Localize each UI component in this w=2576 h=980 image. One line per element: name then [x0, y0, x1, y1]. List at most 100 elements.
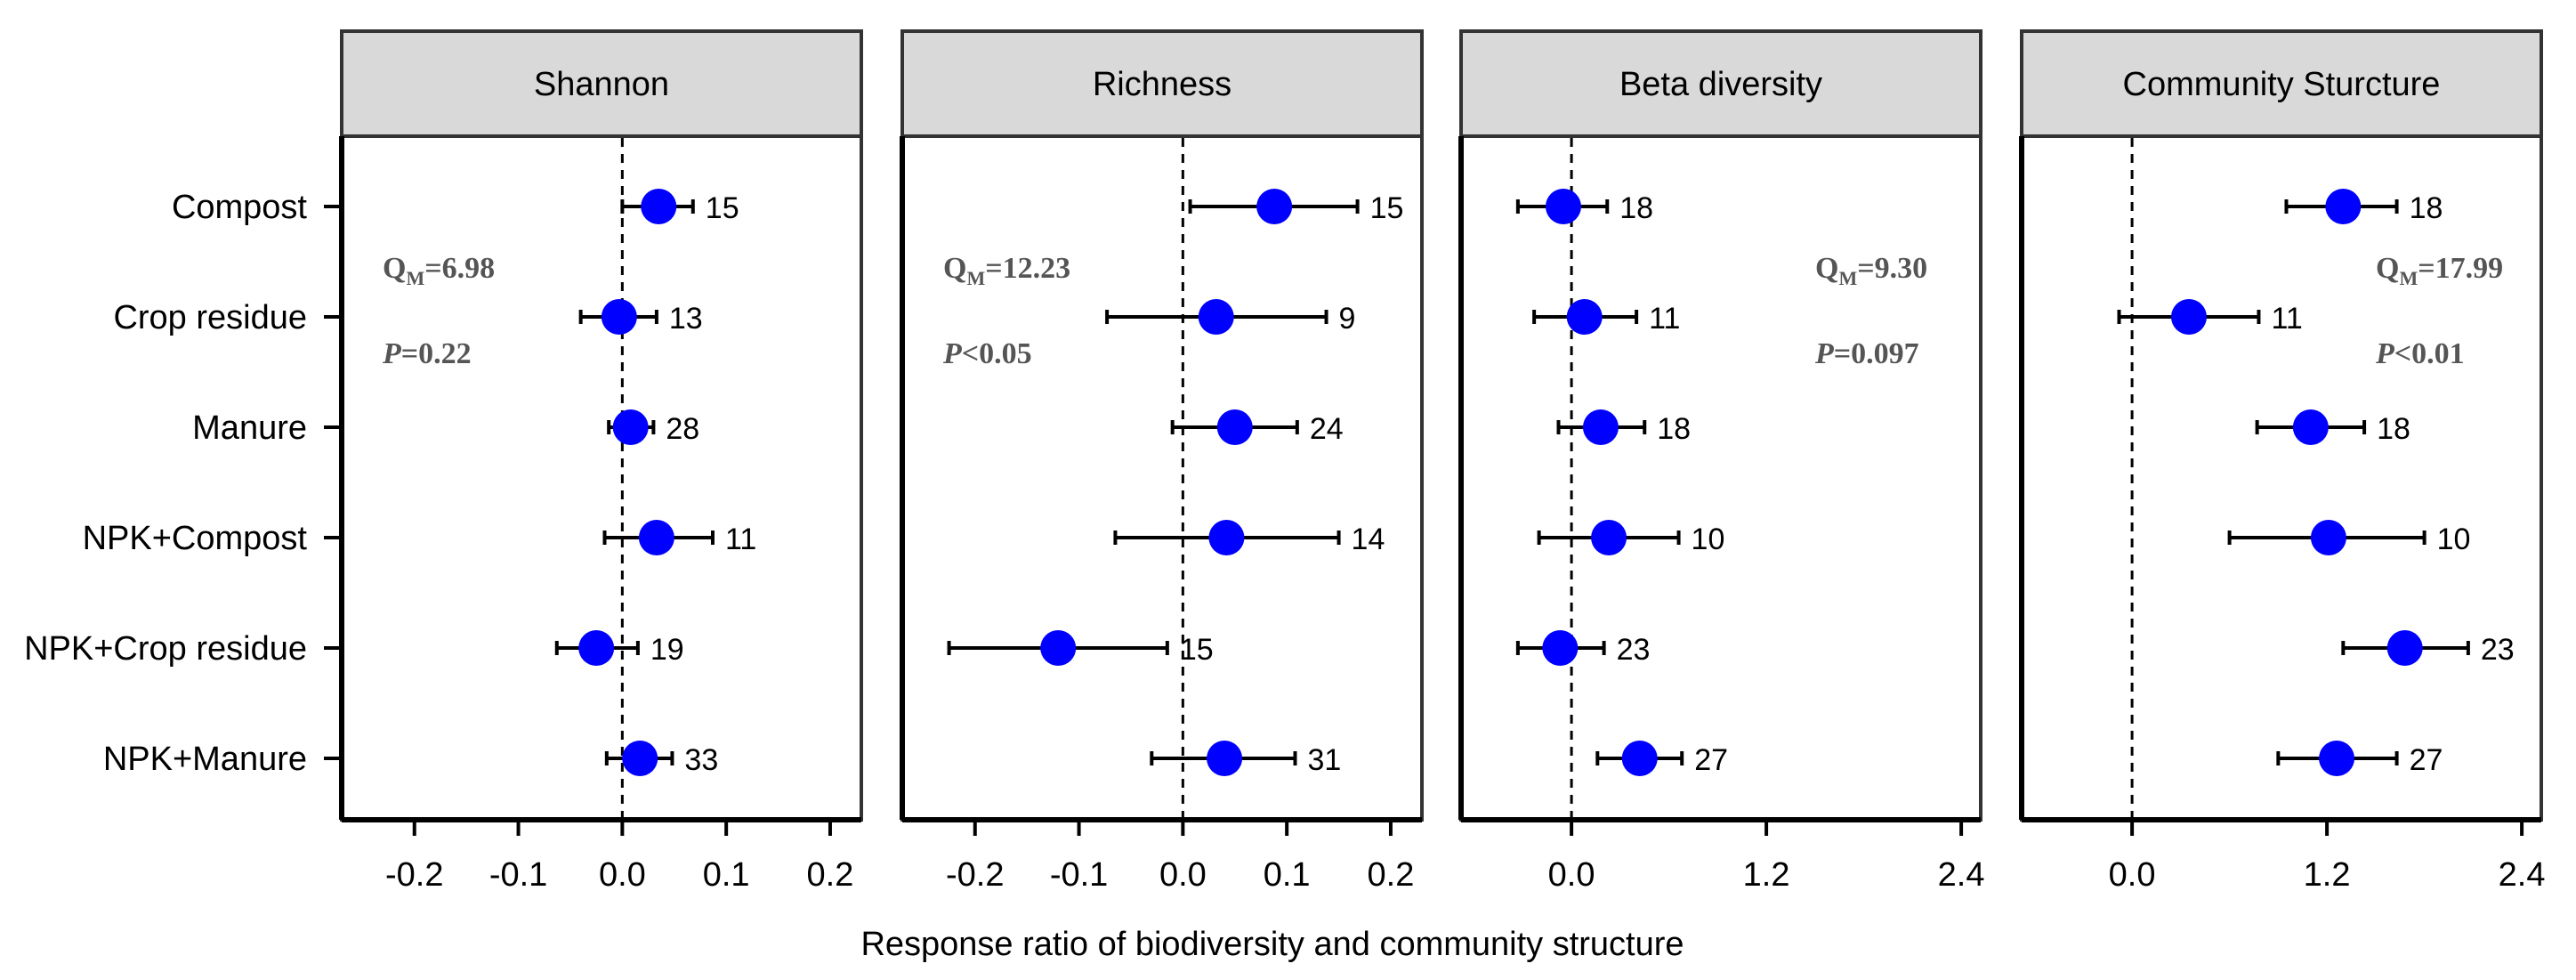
x-tick-label: 1.2 — [2304, 856, 2351, 894]
panels-group: Shannon -0.2 -0.1 0.0 0.1 0.2 15 13 28 11 19 33 QM=6… — [339, 29, 2546, 894]
point-group-crop-residue: 13 — [578, 299, 703, 336]
x-tick-label: -0.1 — [489, 856, 547, 894]
panel-title: Community Sturcture — [2123, 66, 2441, 103]
panel-strip — [900, 29, 1424, 138]
sample-size-label: 28 — [666, 412, 699, 446]
sample-size-label: 19 — [650, 633, 684, 667]
x-tick-label: 2.4 — [1938, 856, 1985, 894]
mean-point — [1208, 520, 1245, 555]
x-tick-label: -0.2 — [946, 856, 1004, 894]
panel-frame — [1459, 134, 1982, 822]
sample-size-label: 13 — [669, 302, 703, 336]
mean-point — [1545, 189, 1581, 224]
x-tick-label: 0.0 — [1159, 856, 1207, 894]
point-group-crop-residue: 11 — [2117, 299, 2303, 336]
panel-title: Shannon — [534, 66, 669, 103]
sample-size-label: 27 — [2410, 743, 2443, 777]
point-group-npk-compost: 10 — [2227, 520, 2471, 556]
mean-point — [1591, 520, 1627, 555]
qm-statistic: QM=12.23 — [943, 252, 1070, 289]
qm-statistic: QM=9.30 — [1815, 252, 1927, 289]
mean-point — [2310, 520, 2346, 555]
panel-strip — [2020, 29, 2543, 138]
sample-size-label: 10 — [1692, 522, 1725, 556]
sample-size-label: 15 — [1180, 633, 1214, 667]
p-value: P<0.05 — [942, 337, 1032, 370]
sample-size-label: 23 — [1617, 633, 1651, 667]
mean-point — [1040, 630, 1077, 666]
point-group-npk-compost: 14 — [1113, 520, 1385, 556]
panel-title: Beta diversity — [1619, 66, 1822, 103]
x-tick-label: 0.1 — [703, 856, 750, 894]
x-tick-label: 0.1 — [1264, 856, 1311, 894]
mean-point — [2325, 189, 2362, 224]
y-label-crop-residue: Crop residue — [113, 299, 307, 336]
p-value: P<0.01 — [2375, 337, 2465, 370]
point-group-crop-residue: 11 — [1532, 299, 1680, 336]
y-label-manure: Manure — [192, 409, 307, 447]
sample-size-label: 33 — [684, 743, 718, 777]
y-label-npk-crop-residue: NPK+Crop residue — [24, 630, 307, 668]
p-value: P=0.22 — [382, 337, 472, 370]
sample-size-label: 9 — [1339, 302, 1356, 336]
x-axis-title: Response ratio of biodiversity and commu… — [860, 926, 1684, 963]
mean-point — [578, 630, 615, 666]
x-tick-label: -0.2 — [385, 856, 443, 894]
x-tick-label: 0.0 — [1548, 856, 1595, 894]
point-group-compost: 15 — [1188, 189, 1404, 225]
mean-point — [1198, 299, 1234, 335]
mean-point — [2319, 741, 2355, 776]
point-group-npk-compost: 11 — [602, 520, 756, 556]
panel-richness: Richness -0.2 -0.1 0.0 0.1 0.2 15 9 24 14 15 31 QM=1… — [900, 29, 1424, 894]
point-group-npk-crop-residue: 19 — [554, 630, 684, 667]
mean-point — [2292, 409, 2329, 445]
y-axis-category-labels: Compost Crop residue Manure NPK+Compost NPK+… — [24, 189, 342, 778]
sample-size-label: 23 — [2481, 633, 2515, 667]
p-value: P=0.097 — [1814, 337, 1919, 370]
mean-point — [622, 741, 658, 776]
point-group-npk-manure: 33 — [604, 741, 718, 777]
qm-statistic: QM=17.99 — [2376, 252, 2503, 289]
sample-size-label: 18 — [1619, 191, 1653, 225]
panel-frame — [900, 134, 1424, 822]
x-tick-label: 0.2 — [1368, 856, 1415, 894]
panel-strip — [340, 29, 863, 138]
point-group-npk-crop-residue: 23 — [1515, 630, 1651, 667]
mean-point — [1566, 299, 1603, 335]
point-group-compost: 18 — [2284, 189, 2443, 225]
point-group-manure: 18 — [2255, 409, 2410, 446]
sample-size-label: 18 — [2377, 412, 2410, 446]
sample-size-label: 31 — [1308, 743, 1342, 777]
mean-point — [1216, 409, 1253, 445]
sample-size-label: 18 — [1657, 412, 1691, 446]
point-group-manure: 28 — [607, 409, 699, 446]
mean-point — [2386, 630, 2423, 666]
point-group-npk-manure: 31 — [1150, 741, 1342, 777]
x-tick-label: 2.4 — [2499, 856, 2546, 894]
point-group-crop-residue: 9 — [1105, 299, 1356, 336]
sample-size-label: 11 — [1649, 302, 1680, 336]
sample-size-label: 10 — [2437, 522, 2471, 556]
point-group-compost: 18 — [1515, 189, 1653, 225]
qm-statistic: QM=6.98 — [383, 252, 495, 289]
sample-size-label: 11 — [2271, 302, 2302, 336]
mean-point — [1207, 741, 1243, 776]
point-group-npk-crop-residue: 23 — [2341, 630, 2515, 667]
sample-size-label: 18 — [2410, 191, 2443, 225]
mean-point — [1542, 630, 1579, 666]
y-label-npk-compost: NPK+Compost — [83, 520, 308, 557]
mean-point — [2170, 299, 2207, 335]
panel-title: Richness — [1093, 66, 1231, 103]
mean-point — [1621, 741, 1658, 776]
x-tick-label: 0.0 — [2109, 856, 2156, 894]
point-group-npk-manure: 27 — [2276, 741, 2443, 777]
point-group-manure: 18 — [1556, 409, 1691, 446]
mean-point — [641, 189, 677, 224]
sample-size-label: 24 — [1310, 412, 1344, 446]
panel-community-sturcture: Community Sturcture 0.0 1.2 2.4 18 11 18 10 23 27… — [2019, 29, 2546, 894]
sample-size-label: 15 — [1370, 191, 1404, 225]
point-group-npk-crop-residue: 15 — [947, 630, 1214, 667]
point-group-compost: 15 — [620, 189, 739, 225]
y-label-npk-manure: NPK+Manure — [103, 741, 307, 778]
